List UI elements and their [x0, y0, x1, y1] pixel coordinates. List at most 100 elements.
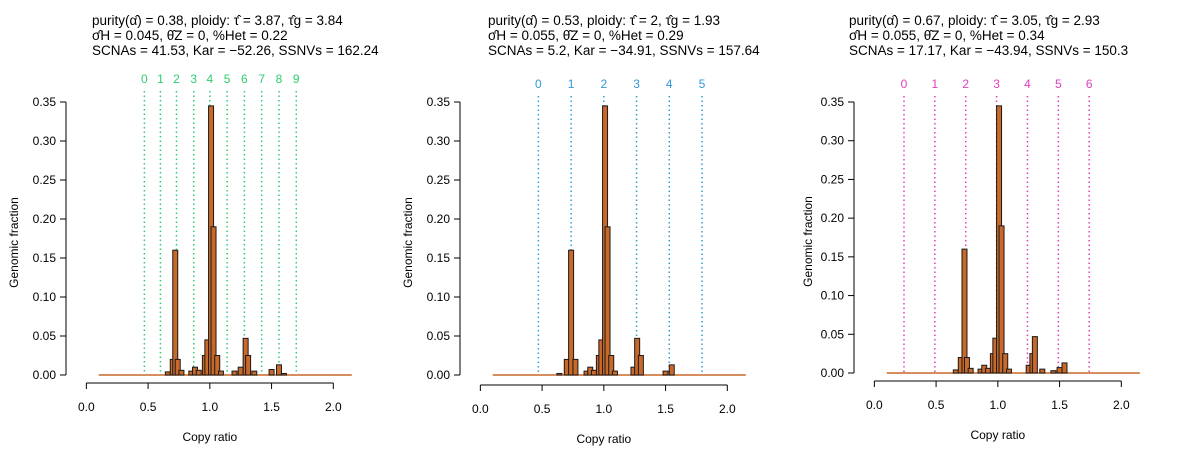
copy-state-label: 2 [173, 72, 180, 86]
x-tick-label: 1.5 [263, 400, 280, 414]
histogram-bar [231, 370, 238, 376]
histogram-bar [174, 358, 181, 376]
y-tick-label: 0.35 [821, 95, 845, 109]
y-tick-label: 0.20 [33, 212, 57, 226]
histogram-bar [967, 367, 974, 374]
y-tick-label: 0.05 [821, 327, 845, 341]
y-tick-label: 0.05 [427, 329, 451, 343]
copy-state-label: 4 [666, 77, 673, 91]
histogram-bar [1056, 367, 1063, 374]
y-axis-label: Genomic fraction [801, 196, 815, 287]
y-tick-label: 0.30 [33, 134, 57, 148]
x-tick-label: 0.0 [866, 398, 883, 412]
copy-state-label: 0 [535, 77, 542, 91]
histogram-bar [178, 369, 185, 376]
x-tick-label: 1.0 [201, 400, 218, 414]
copy-state-label: 9 [293, 72, 300, 86]
y-tick-label: 0.35 [427, 95, 451, 109]
x-tick-label: 0.5 [140, 400, 157, 414]
x-tick-label: 2.0 [719, 402, 736, 416]
histogram-bar [280, 372, 287, 376]
copy-state-label: 1 [568, 77, 575, 91]
histogram-bar [984, 367, 991, 374]
y-tick-label: 0.00 [821, 366, 845, 380]
histogram-bar [1005, 368, 1012, 374]
histogram-bar [608, 355, 615, 376]
histogram-bar [214, 355, 221, 376]
y-axis-label: Genomic fraction [7, 197, 21, 288]
copy-state-label: 2 [600, 77, 607, 91]
y-tick-label: 0.30 [427, 134, 451, 148]
y-tick-label: 0.15 [33, 251, 57, 265]
histogram-bar [668, 364, 675, 376]
histogram-bar [275, 364, 282, 376]
copy-state-label: 3 [993, 77, 1000, 91]
x-tick-label: 2.0 [325, 400, 342, 414]
histogram-bar [217, 370, 224, 376]
header-line-3: SCNAs = 17.17, Kar = −43.94, SSNVs = 150… [849, 43, 1129, 58]
copy-state-label: 4 [206, 72, 213, 86]
x-tick-label: 1.0 [989, 398, 1006, 412]
histogram-bar [1061, 362, 1068, 374]
header-line-2: σ̂H = 0.055, θ̂Z = 0, %Het = 0.29 [488, 28, 684, 43]
y-tick-label: 0.00 [427, 368, 451, 382]
histogram-svg: 0 1 2 3 4 5 6 0.00 0.05 0.10 0.15 0.20 0.25 0.30 0.35 0… [801, 77, 1140, 442]
y-tick-label: 0.05 [33, 329, 57, 343]
x-tick-label: 0.0 [78, 400, 95, 414]
histogram-bar [251, 370, 258, 376]
histogram-bar [1031, 336, 1038, 374]
y-tick-label: 0.00 [33, 368, 57, 382]
x-axis-label: Copy ratio [576, 432, 631, 446]
histogram-bar [998, 225, 1005, 374]
copy-state-label: 5 [699, 77, 706, 91]
histogram-bar [1039, 368, 1046, 374]
copy-state-label: 7 [258, 72, 265, 86]
copy-state-label: 0 [141, 72, 148, 86]
x-axis-label: Copy ratio [970, 428, 1025, 442]
x-tick-label: 0.0 [472, 402, 489, 416]
y-tick-label: 0.25 [427, 173, 451, 187]
x-tick-label: 0.5 [928, 398, 945, 412]
histogram-bar [556, 372, 563, 376]
histogram-bar [210, 226, 217, 376]
copy-state-label: 1 [932, 77, 939, 91]
header-line-3: SCNAs = 41.53, Kar = −52.26, SSNVs = 162… [92, 43, 379, 58]
y-tick-label: 0.10 [427, 290, 451, 304]
header-line-1: purity(α̂) = 0.53, ploidy: τ̂ = 2, τ̂g =… [488, 13, 720, 28]
histogram-bar [164, 371, 171, 376]
x-axis-label: Copy ratio [182, 430, 237, 444]
histogram-bar [1050, 370, 1057, 374]
header-line-2: σ̂H = 0.045, θ̂Z = 0, %Het = 0.22 [92, 28, 288, 43]
y-tick-label: 0.25 [821, 172, 845, 186]
histogram-bar [604, 226, 611, 376]
chart-panel-2: purity(α̂) = 0.53, ploidy: τ̂ = 2, τ̂g =… [398, 0, 796, 461]
y-tick-label: 0.15 [427, 251, 451, 265]
histogram-bar [637, 355, 644, 376]
copy-state-label: 3 [633, 77, 640, 91]
histogram-bar [237, 366, 244, 376]
histogram-svg: 0 1 2 3 4 5 6 7 8 9 0.00 0.05 0.10 0.15 0.20 0.25 0.30 0.… [7, 72, 352, 444]
x-tick-label: 1.5 [657, 402, 674, 416]
header-line-1: purity(α̂) = 0.38, ploidy: τ̂ = 3.87, τ̂… [92, 13, 343, 28]
x-tick-label: 1.5 [1051, 398, 1068, 412]
histogram-bar [245, 355, 252, 376]
y-tick-label: 0.20 [427, 212, 451, 226]
y-tick-label: 0.25 [33, 173, 57, 187]
y-tick-label: 0.20 [821, 211, 845, 225]
y-tick-label: 0.10 [33, 290, 57, 304]
histogram-bar [963, 357, 970, 374]
copy-state-label: 0 [901, 77, 908, 91]
histogram-svg: 0 1 2 3 4 5 0.00 0.05 0.10 0.15 0.20 0.25 0.30 0.35 0.… [401, 77, 746, 446]
copy-state-label: 5 [1055, 77, 1062, 91]
histogram-bar [172, 249, 179, 376]
x-tick-label: 1.0 [595, 402, 612, 416]
histogram-bar [611, 370, 618, 376]
x-tick-label: 2.0 [1113, 398, 1130, 412]
histogram-bar [195, 369, 202, 376]
y-tick-label: 0.15 [821, 250, 845, 264]
copy-state-label: 4 [1024, 77, 1031, 91]
chart-panel-3: purity(α̂) = 0.67, ploidy: τ̂ = 3.05, τ̂… [796, 0, 1193, 461]
header-line-2: σ̂H = 0.055, θ̂Z = 0, %Het = 0.34 [849, 28, 1045, 43]
copy-state-label: 1 [157, 72, 164, 86]
histogram-bar [952, 369, 959, 374]
